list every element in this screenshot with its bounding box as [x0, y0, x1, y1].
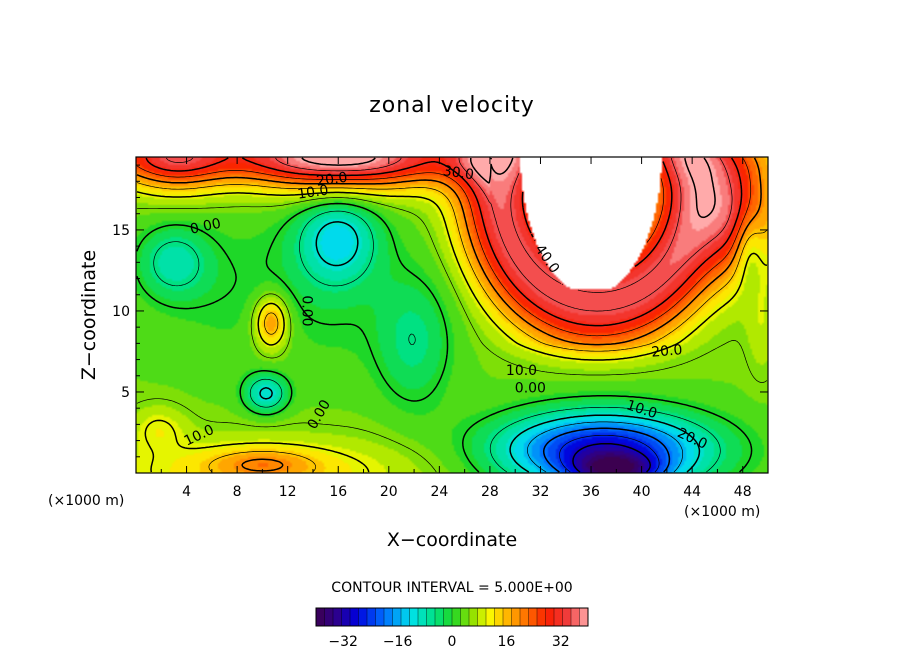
colorbar-cell [315, 607, 326, 627]
colorbar-cell [579, 607, 589, 627]
colorbar-cell [494, 607, 504, 627]
contour-line [136, 182, 768, 473]
colorbar: −32 −16 0 16 32 [315, 607, 589, 650]
y-tick-label: 10 [112, 304, 130, 320]
colorbar-cell [443, 607, 453, 627]
colorbar-tick-label: 0 [448, 634, 457, 650]
y-tick-label: 5 [121, 385, 130, 401]
colorbar-cell [545, 607, 555, 627]
x-axis-ticks: 4 8 12 16 20 24 28 32 36 40 44 48 [160, 157, 752, 500]
colorbar-cell [434, 607, 445, 627]
colorbar-cell [451, 607, 462, 627]
plot-area: 20.010.00.0030.040.00.0020.010.00.000.00… [112, 156, 769, 500]
colorbar-cell [383, 607, 394, 627]
colorbar-cell [536, 607, 547, 627]
contour-label: 0.00 [299, 295, 315, 326]
x-tick-label: 16 [329, 484, 347, 500]
x-tick-label: 8 [233, 484, 242, 500]
colorbar-cell [477, 607, 487, 627]
colorbar-cell [426, 607, 436, 627]
contour-label: 0.00 [515, 381, 546, 397]
colorbar-tick-label: 16 [497, 634, 515, 650]
colorbar-tick-label: −16 [383, 634, 413, 650]
colorbar-frame [315, 607, 589, 627]
x-unit-left: (×1000 m) [48, 493, 124, 509]
contour-label: 0.00 [189, 216, 223, 238]
colorbar-cell [553, 607, 564, 627]
colorbar-cell [358, 607, 368, 627]
colorbar-cell [409, 607, 419, 627]
colorbar-cell [528, 607, 538, 627]
contour-line [259, 221, 701, 473]
x-tick-label: 20 [380, 484, 398, 500]
colorbar-cell [349, 607, 360, 627]
x-tick-label: 12 [279, 484, 297, 500]
x-axis-label: X−coordinate [387, 529, 517, 551]
colorbar-cell [392, 607, 402, 627]
contour-line [542, 427, 671, 473]
contour-label: 10.0 [296, 183, 329, 203]
contour-label: 20.0 [315, 170, 348, 190]
x-tick-label: 48 [734, 484, 752, 500]
x-tick-label: 40 [633, 484, 651, 500]
contour-line [153, 210, 721, 473]
x-tick-label: 24 [430, 484, 448, 500]
colorbar-cell [460, 607, 470, 627]
contour-line [527, 421, 684, 473]
contour-line [136, 197, 768, 473]
contour-line [572, 442, 651, 473]
x-tick-label: 4 [182, 484, 191, 500]
contour-interval-label: CONTOUR INTERVAL = 5.000E+00 [331, 580, 572, 596]
x-tick-label: 28 [481, 484, 499, 500]
contour-lines [136, 157, 768, 473]
colorbar-cell [324, 607, 334, 627]
contour-line [559, 434, 660, 473]
colorbar-cell [511, 607, 521, 627]
colorbar-cell [468, 607, 479, 627]
y-axis-label: Z−coordinate [78, 250, 100, 380]
contour-line [145, 157, 743, 327]
contour-label: 20.0 [651, 342, 683, 361]
y-tick-label: 15 [112, 223, 130, 239]
colorbar-cell [400, 607, 411, 627]
colorbar-cell [570, 607, 581, 627]
colorbar-cell [341, 607, 351, 627]
colorbar-cells [315, 607, 589, 627]
plot-frame [135, 156, 769, 474]
contour-line [136, 157, 762, 472]
velocity-field [136, 157, 768, 473]
contour-line [301, 157, 716, 219]
x-tick-label: 44 [683, 484, 701, 500]
colorbar-cell [375, 607, 385, 627]
contour-line [136, 191, 768, 473]
contour-label: 30.0 [442, 163, 475, 183]
colorbar-cell [366, 607, 377, 627]
colorbar-cell [502, 607, 513, 627]
contour-label: 10.0 [506, 363, 537, 379]
y-axis-ticks: 5 10 15 [112, 164, 768, 458]
colorbar-ticks: −32 −16 0 16 32 [328, 634, 569, 650]
colorbar-cell [332, 607, 343, 627]
contour-line [165, 157, 733, 312]
contour-line [136, 202, 753, 473]
colorbar-cell [485, 607, 496, 627]
colorbar-cell [519, 607, 530, 627]
x-tick-label: 36 [582, 484, 600, 500]
chart-title: zonal velocity [369, 93, 535, 118]
colorbar-cell [417, 607, 428, 627]
x-unit-right: (×1000 m) [684, 504, 760, 520]
colorbar-tick-label: 32 [552, 634, 570, 650]
colorbar-tick-label: −32 [328, 634, 358, 650]
x-tick-label: 32 [532, 484, 550, 500]
colorbar-cell [562, 607, 572, 627]
